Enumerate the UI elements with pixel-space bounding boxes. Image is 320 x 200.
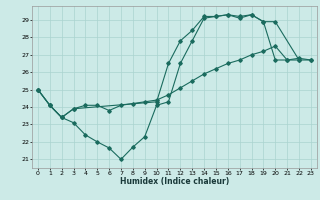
X-axis label: Humidex (Indice chaleur): Humidex (Indice chaleur) (120, 177, 229, 186)
